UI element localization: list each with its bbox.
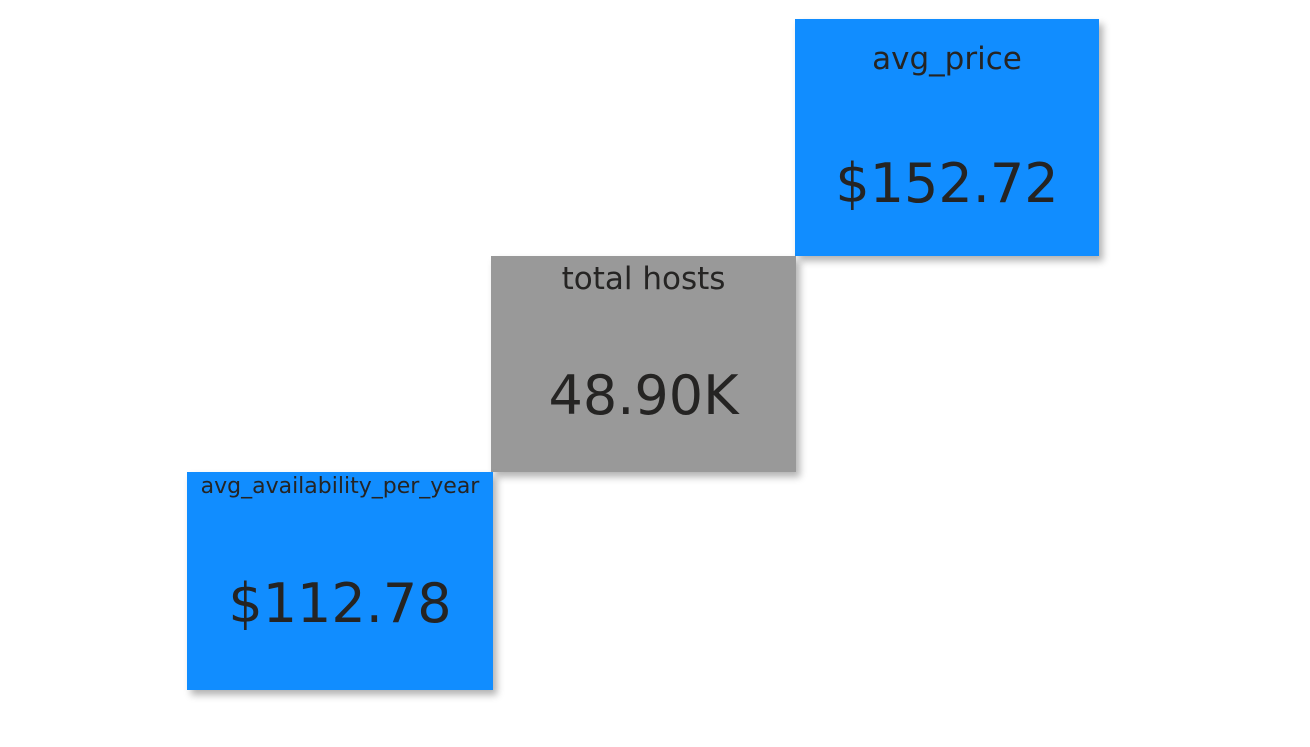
total-hosts-card[interactable]: total hosts 48.90K bbox=[491, 256, 796, 472]
avg-price-card[interactable]: avg_price $152.72 bbox=[795, 19, 1099, 256]
card-value: $152.72 bbox=[835, 152, 1059, 215]
card-value: 48.90K bbox=[548, 364, 739, 427]
avg-availability-card[interactable]: avg_availability_per_year $112.78 bbox=[187, 472, 493, 690]
card-value: $112.78 bbox=[228, 572, 452, 635]
card-label: total hosts bbox=[561, 261, 726, 297]
card-label: avg_availability_per_year bbox=[200, 474, 480, 499]
card-label: avg_price bbox=[872, 41, 1022, 77]
